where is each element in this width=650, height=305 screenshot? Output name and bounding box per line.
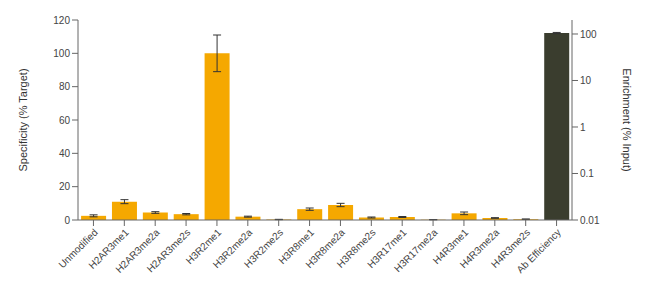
- svg-text:H2AR3me1: H2AR3me1: [86, 226, 131, 271]
- svg-text:20: 20: [59, 181, 71, 192]
- svg-text:H4R3me2s: H4R3me2s: [489, 226, 533, 270]
- svg-text:H2AR3me2a: H2AR3me2a: [113, 226, 162, 275]
- svg-text:Ab Efficiency: Ab Efficiency: [514, 227, 563, 276]
- svg-text:H3R8me1: H3R8me1: [276, 226, 316, 267]
- svg-text:H3R17me1: H3R17me1: [365, 226, 409, 271]
- svg-text:H3R8me2a: H3R8me2a: [303, 226, 347, 271]
- svg-text:60: 60: [59, 115, 71, 126]
- svg-text:40: 40: [59, 148, 71, 159]
- svg-text:H4R3me2a: H4R3me2a: [457, 226, 502, 271]
- svg-text:H3R2me1: H3R2me1: [183, 226, 224, 267]
- svg-text:H2AR3me2s: H2AR3me2s: [145, 227, 193, 275]
- svg-text:100: 100: [580, 29, 597, 40]
- svg-text:120: 120: [53, 15, 70, 26]
- svg-text:H3R17me2a: H3R17me2a: [392, 226, 440, 274]
- svg-text:Unmodified: Unmodified: [56, 226, 100, 271]
- svg-text:1: 1: [580, 122, 586, 133]
- svg-text:H3R8me2s: H3R8me2s: [334, 226, 378, 270]
- svg-text:10: 10: [580, 75, 592, 86]
- svg-text:Enrichment (% Input): Enrichment (% Input): [621, 68, 633, 171]
- svg-text:80: 80: [59, 81, 71, 92]
- svg-text:H4R3me1: H4R3me1: [430, 226, 471, 267]
- svg-text:0.1: 0.1: [580, 168, 594, 179]
- svg-text:H3R2me2s: H3R2me2s: [242, 227, 285, 270]
- svg-text:0: 0: [64, 215, 70, 226]
- svg-text:Specificity (% Target): Specificity (% Target): [17, 68, 29, 171]
- svg-text:0.01: 0.01: [580, 215, 600, 226]
- svg-text:100: 100: [53, 48, 70, 59]
- svg-text:H3R2me2a: H3R2me2a: [210, 226, 255, 271]
